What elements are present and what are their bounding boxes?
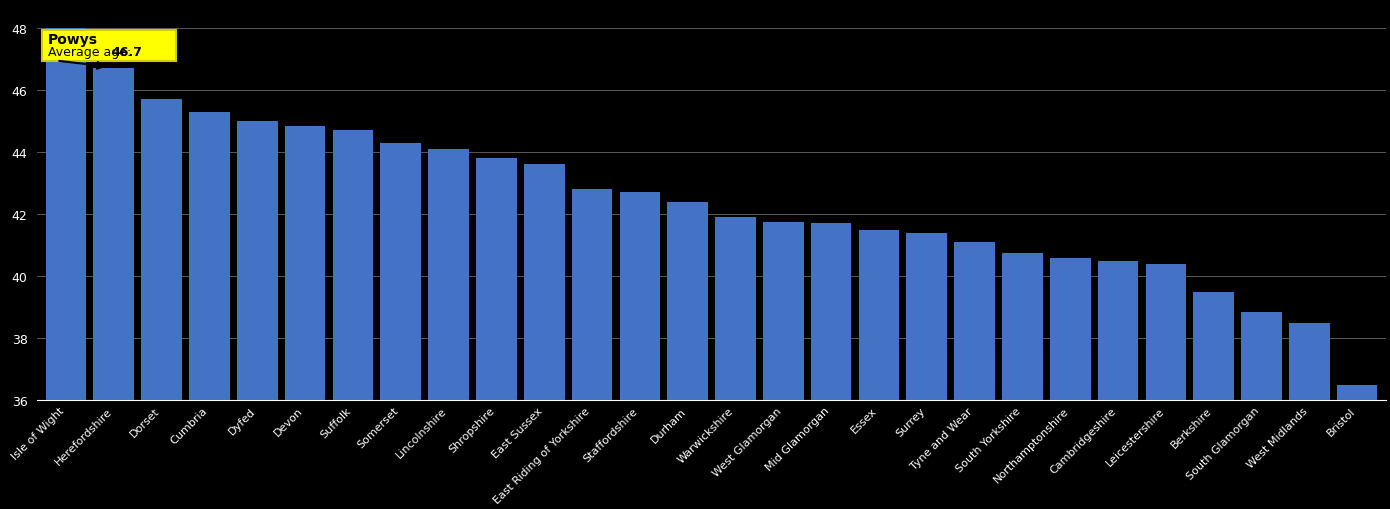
- Bar: [810, 224, 852, 509]
- Bar: [524, 165, 564, 509]
- Bar: [667, 202, 708, 509]
- Bar: [714, 218, 756, 509]
- Text: Average age:: Average age:: [47, 46, 135, 59]
- Bar: [1145, 264, 1186, 509]
- Text: 46.7: 46.7: [111, 46, 142, 59]
- Bar: [428, 150, 468, 509]
- Bar: [1194, 292, 1234, 509]
- Bar: [1049, 258, 1091, 509]
- Bar: [859, 230, 899, 509]
- Bar: [1002, 253, 1042, 509]
- Bar: [955, 243, 995, 509]
- Bar: [475, 159, 517, 509]
- Bar: [1241, 312, 1282, 509]
- Bar: [620, 193, 660, 509]
- FancyBboxPatch shape: [42, 31, 177, 62]
- Bar: [93, 69, 133, 509]
- Bar: [906, 233, 947, 509]
- Bar: [1337, 385, 1377, 509]
- Bar: [46, 29, 86, 509]
- Bar: [285, 126, 325, 509]
- Text: Powys: Powys: [47, 33, 97, 47]
- Bar: [332, 131, 374, 509]
- Bar: [1289, 323, 1330, 509]
- Bar: [1098, 261, 1138, 509]
- Bar: [571, 190, 613, 509]
- Bar: [381, 144, 421, 509]
- Bar: [189, 112, 229, 509]
- Bar: [236, 122, 278, 509]
- Bar: [763, 222, 803, 509]
- Bar: [142, 100, 182, 509]
